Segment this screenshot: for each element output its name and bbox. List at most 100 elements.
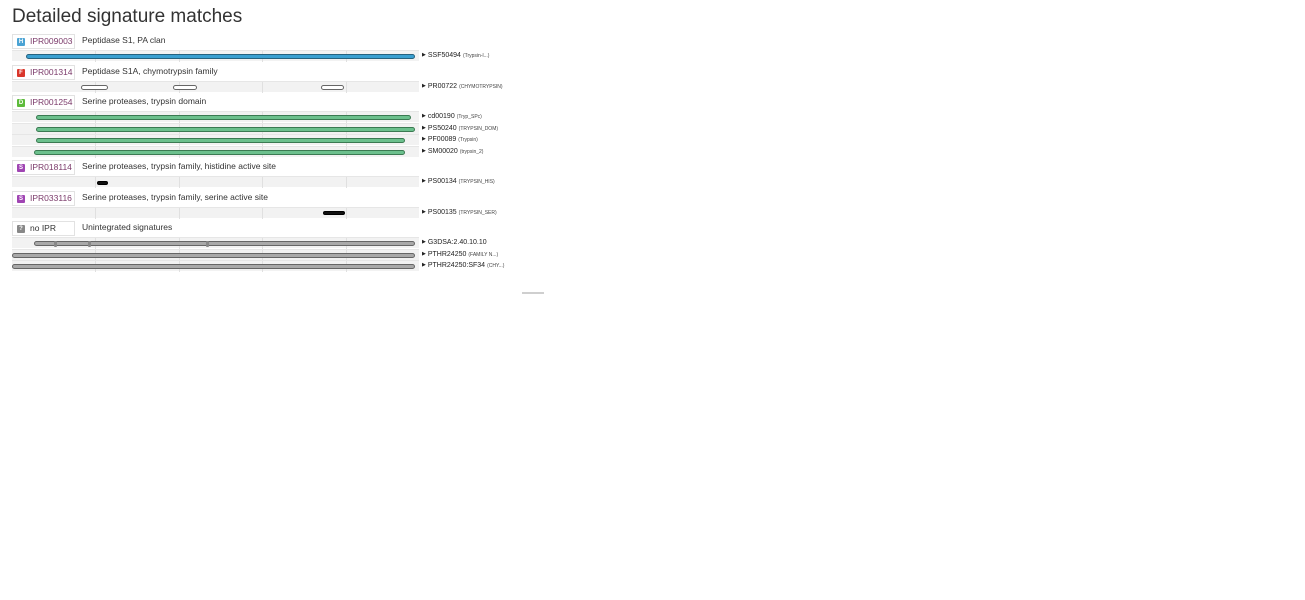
entry-header: F IPR001314 Peptidase S1A, chymotrypsin fa…: [12, 64, 572, 81]
expand-triangle-icon[interactable]: ▶: [422, 239, 426, 245]
signature-track: [12, 145, 419, 158]
segment-boundary-marker: [88, 240, 92, 247]
entry-accession-box: F IPR001314: [12, 64, 75, 80]
signature-label[interactable]: ▶ PTHR24250:SF34 (CHY...): [422, 260, 504, 272]
signature-track: [12, 176, 419, 188]
entry-accession-link[interactable]: IPR033116: [30, 192, 72, 203]
match-segment[interactable]: [12, 264, 415, 269]
entry-header: D IPR001254 Serine proteases, trypsin doma…: [12, 95, 572, 111]
entry-group: S IPR033116 Serine proteases, trypsin fami…: [12, 190, 572, 219]
signature-row: ▶ SSF50494 (Trypsin-l...): [12, 50, 572, 62]
entry-header: H IPR009003 Peptidase S1, PA clan: [12, 34, 572, 50]
gridline: [179, 207, 180, 219]
signature-short-name: (TRYPSIN_HIS): [458, 179, 495, 185]
signature-row: ▶ PF00089 (Trypsin): [12, 134, 572, 146]
page-title: Detailed signature matches: [12, 6, 243, 27]
signature-accession[interactable]: PTHR24250: [427, 250, 467, 258]
signature-accession[interactable]: PR00722: [427, 82, 458, 90]
signature-track: [12, 206, 419, 219]
signature-label[interactable]: ▶ cd00190 (Tryp_SPc): [422, 111, 482, 123]
match-segment[interactable]: [36, 115, 411, 120]
signature-matches: H IPR009003 Peptidase S1, PA clan ▶ SSF50494…: [12, 34, 572, 275]
signature-row: ▶ PTHR24250:SF34 (CHY...): [12, 260, 572, 272]
entry-accession-link[interactable]: IPR001254: [30, 97, 73, 107]
signature-label[interactable]: ▶ PS00135 (TRYPSIN_SER): [422, 207, 497, 219]
match-segment[interactable]: [81, 84, 108, 90]
entry-header: ? no IPR Unintegrated signatures: [12, 221, 572, 237]
signature-accession[interactable]: G3DSA:2.40.10.10: [427, 239, 487, 246]
unintegrated-badge-icon: ?: [17, 225, 25, 233]
signature-label[interactable]: ▶ PS50240 (TRYPSIN_DOM): [422, 123, 498, 135]
gridline: [95, 177, 96, 188]
match-segment[interactable]: [323, 211, 345, 215]
gridline: [346, 81, 347, 93]
entry-name: Peptidase S1, PA clan: [82, 35, 166, 45]
scroll-indicator[interactable]: [522, 292, 544, 294]
signature-short-name: (CHYMOTRYPSIN): [459, 83, 503, 90]
signature-accession[interactable]: cd00190: [427, 113, 455, 120]
signature-label[interactable]: ▶ SM00020 (trypsin_2): [422, 146, 483, 158]
signature-accession[interactable]: PS00135: [427, 208, 457, 216]
signature-short-name: (trypsin_2): [459, 148, 484, 155]
gridline: [262, 207, 263, 219]
match-segment[interactable]: [34, 149, 405, 155]
signature-track: [12, 134, 419, 146]
homologous-superfamily-badge-icon: H: [17, 38, 25, 46]
expand-triangle-icon[interactable]: ▶: [422, 82, 426, 89]
match-segment[interactable]: [97, 180, 109, 185]
signature-row: ▶ PS50240 (TRYPSIN_DOM): [12, 122, 572, 135]
expand-triangle-icon[interactable]: ▶: [422, 52, 426, 58]
entry-name: Peptidase S1A, chymotrypsin family: [82, 65, 218, 76]
gridline: [346, 177, 347, 188]
match-segment[interactable]: [172, 84, 198, 90]
entry-accession-link[interactable]: IPR009003: [30, 36, 73, 46]
match-segment[interactable]: [321, 84, 344, 90]
expand-triangle-icon[interactable]: ▶: [422, 178, 426, 184]
signature-short-name: (TRYPSIN_SER): [458, 209, 497, 216]
signature-accession[interactable]: PTHR24250:SF34: [427, 262, 486, 269]
domain-badge-icon: D: [17, 99, 25, 107]
expand-triangle-icon[interactable]: ▶: [422, 262, 426, 268]
signature-row: ▶ PS00134 (TRYPSIN_HIS): [12, 176, 572, 188]
signature-track: [12, 122, 419, 135]
match-segment[interactable]: [34, 241, 415, 246]
match-segment[interactable]: [12, 252, 415, 258]
match-segment[interactable]: [36, 126, 415, 132]
signature-accession[interactable]: PF00089: [427, 136, 457, 143]
signature-track: [12, 237, 419, 249]
expand-triangle-icon[interactable]: ▶: [422, 124, 426, 131]
entry-accession-box: S IPR018114: [12, 160, 75, 175]
match-segment[interactable]: [26, 54, 415, 59]
signature-row: ▶ cd00190 (Tryp_SPc): [12, 111, 572, 123]
entry-group: ? no IPR Unintegrated signatures ▶ G3DSA:2.4…: [12, 221, 572, 272]
signature-short-name: (Trypsin): [458, 137, 478, 143]
entry-group: D IPR001254 Serine proteases, trypsin doma…: [12, 95, 572, 158]
entry-group: H IPR009003 Peptidase S1, PA clan ▶ SSF50494…: [12, 34, 572, 62]
expand-triangle-icon[interactable]: ▶: [422, 113, 426, 119]
entry-name: Unintegrated signatures: [82, 222, 173, 232]
match-segment[interactable]: [36, 138, 405, 143]
entry-accession-link[interactable]: IPR018114: [30, 162, 72, 172]
signature-accession[interactable]: PS00134: [427, 178, 457, 185]
entry-accession-box: S IPR033116: [12, 190, 75, 206]
entry-accession-link[interactable]: IPR001314: [30, 66, 73, 77]
signature-label[interactable]: ▶ G3DSA:2.40.10.10: [422, 237, 487, 249]
signature-label[interactable]: ▶ PTHR24250 (FAMILY N...): [422, 249, 498, 261]
signature-label[interactable]: ▶ PS00134 (TRYPSIN_HIS): [422, 176, 495, 188]
signature-short-name: (Tryp_SPc): [456, 114, 482, 120]
signature-label[interactable]: ▶ PF00089 (Trypsin): [422, 134, 478, 146]
entry-group: F IPR001314 Peptidase S1A, chymotrypsin fa…: [12, 64, 572, 93]
signature-label[interactable]: ▶ SSF50494 (Trypsin-l...): [422, 50, 489, 62]
signature-accession[interactable]: PS50240: [427, 124, 457, 132]
signature-accession[interactable]: SSF50494: [427, 52, 461, 59]
expand-triangle-icon[interactable]: ▶: [422, 147, 426, 154]
expand-triangle-icon[interactable]: ▶: [422, 250, 426, 257]
gridline: [262, 177, 263, 188]
signature-row: ▶ PR00722 (CHYMOTRYPSIN): [12, 80, 572, 93]
signature-label[interactable]: ▶ PR00722 (CHYMOTRYPSIN): [422, 81, 503, 93]
expand-triangle-icon[interactable]: ▶: [422, 208, 426, 215]
expand-triangle-icon[interactable]: ▶: [422, 136, 426, 142]
signature-short-name: (Trypsin-l...): [462, 53, 490, 59]
gridline: [346, 207, 347, 219]
signature-accession[interactable]: SM00020: [427, 147, 458, 155]
